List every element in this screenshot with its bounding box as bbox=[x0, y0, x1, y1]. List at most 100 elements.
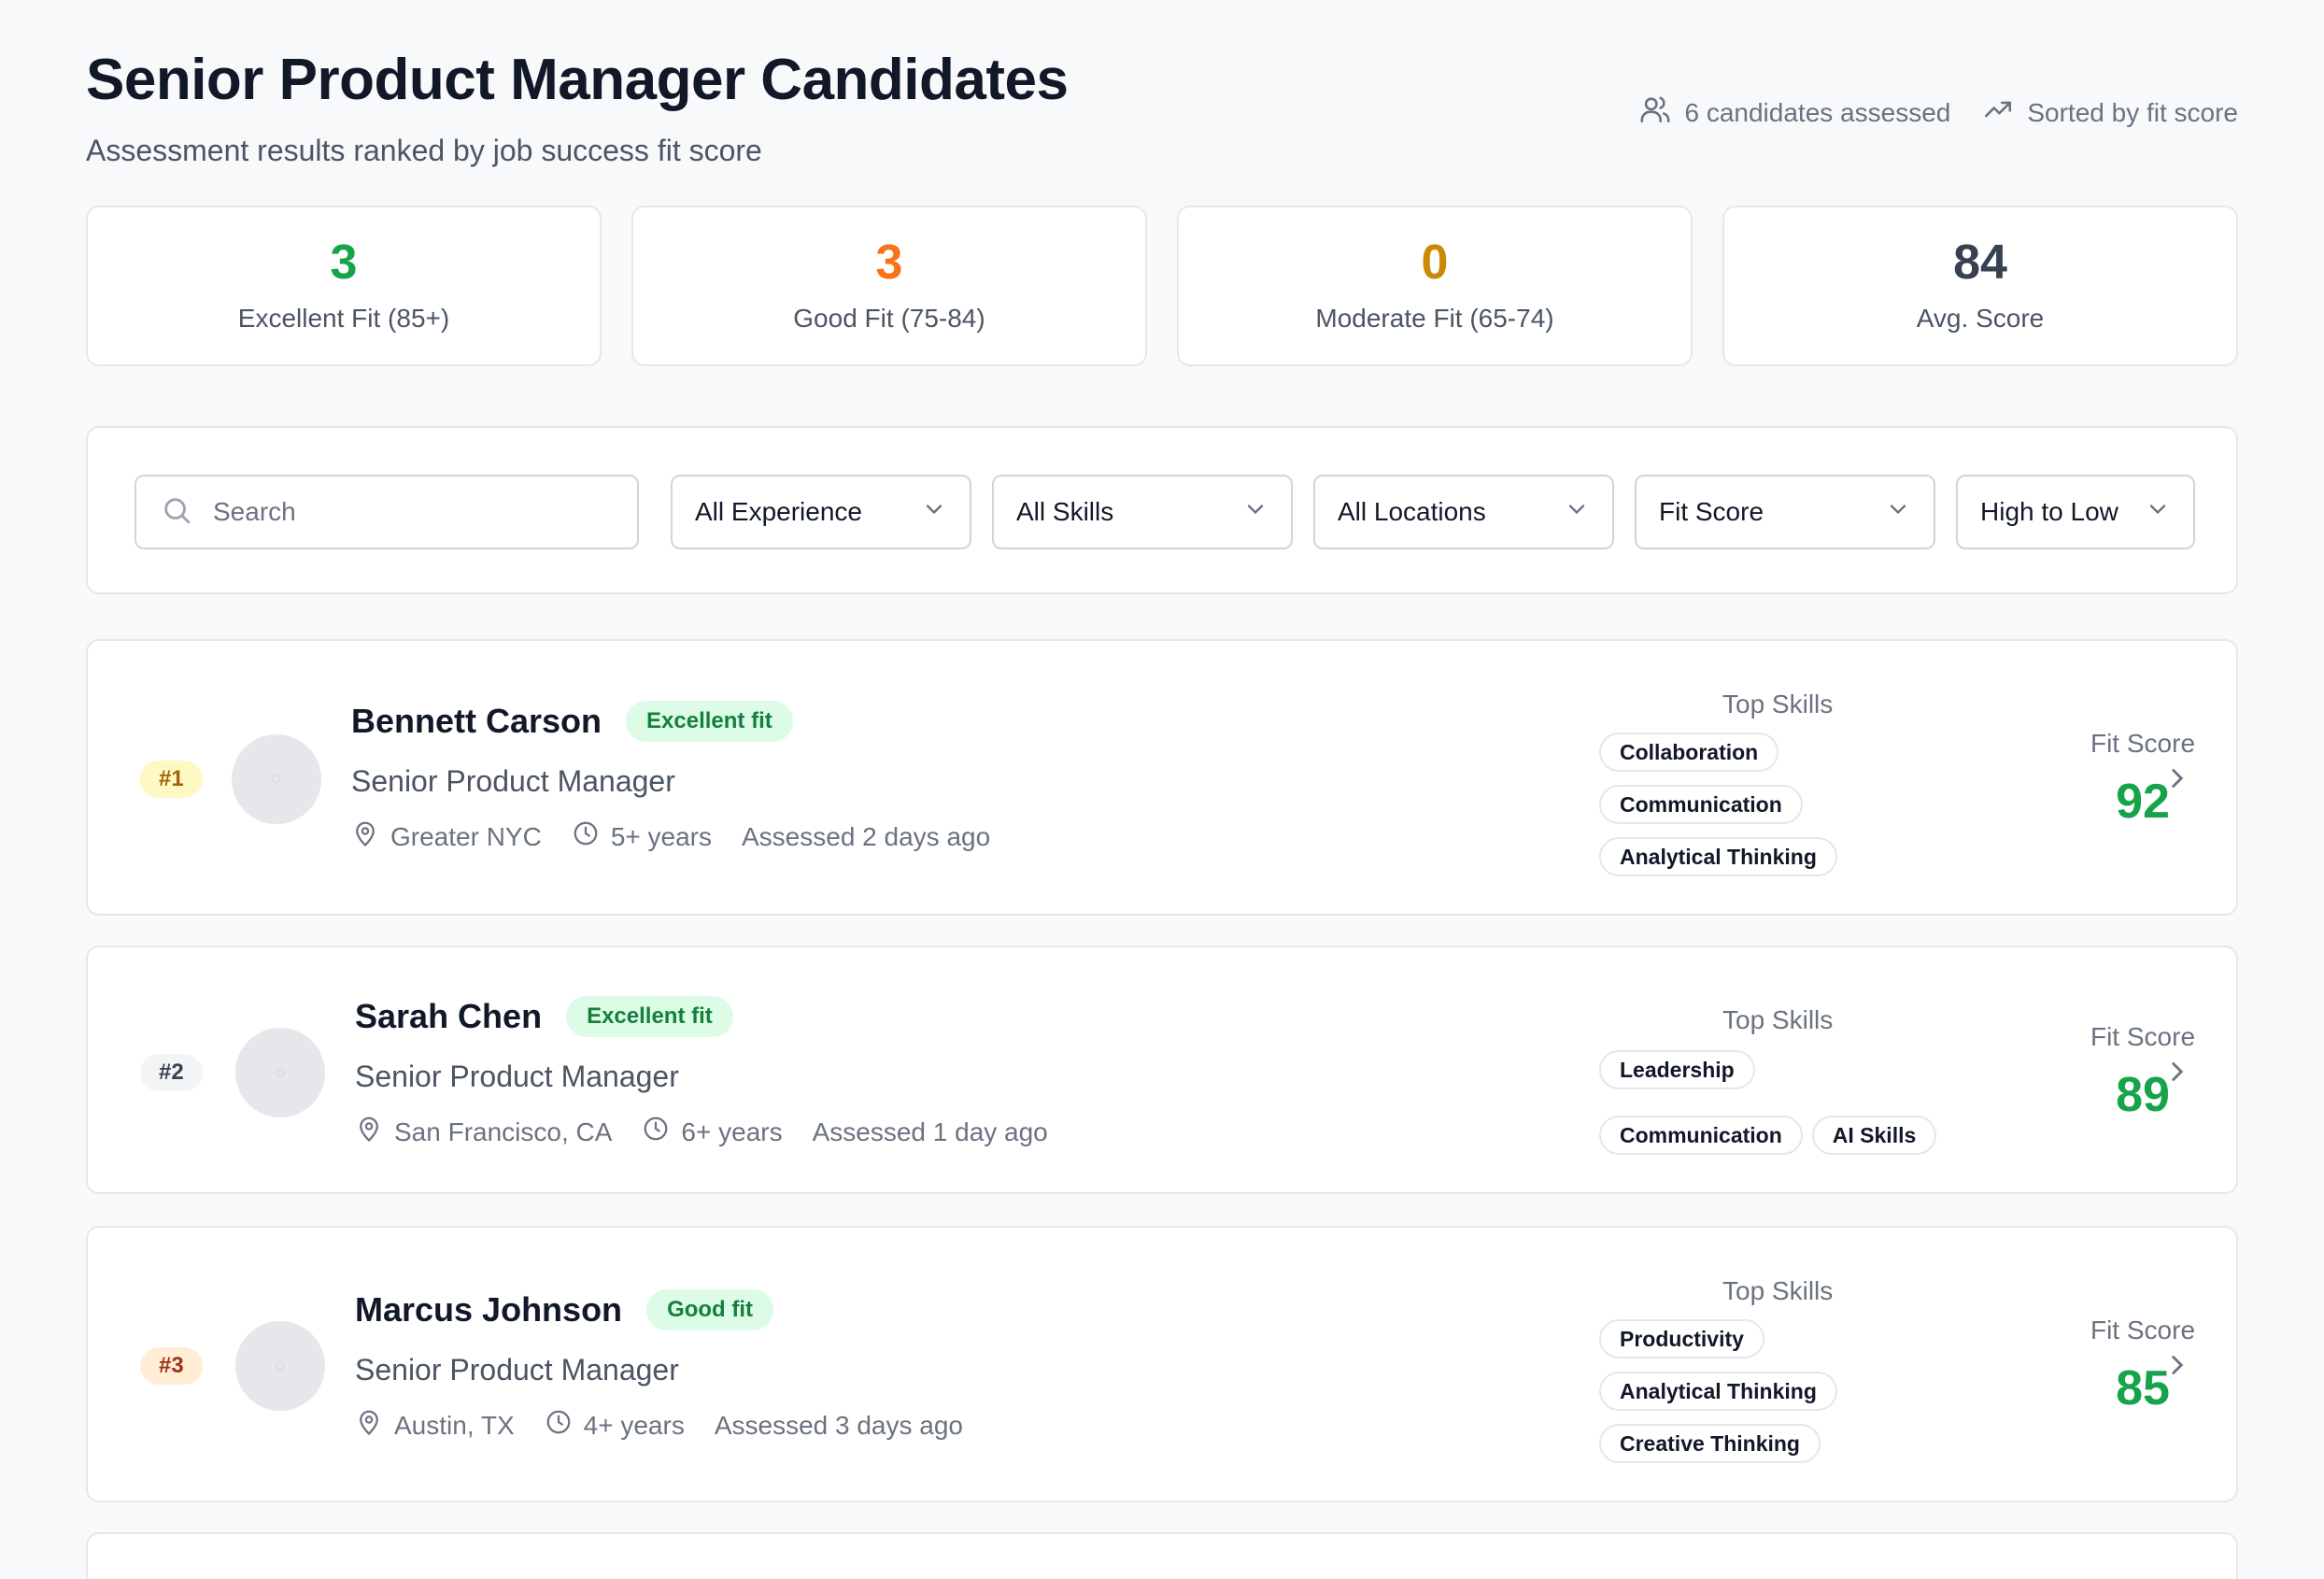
filter-bar: All Experience All Skills All Locations … bbox=[86, 426, 2238, 594]
header-meta: 6 candidates assessed Sorted by fit scor… bbox=[1639, 93, 2238, 132]
top-skills-label: Top Skills bbox=[1722, 1005, 1834, 1034]
stats-row: 3 Excellent Fit (85+) 3 Good Fit (75-84)… bbox=[86, 206, 2238, 366]
experience-select-value: All Experience bbox=[695, 497, 862, 526]
stat-excellent-fit: 3 Excellent Fit (85+) bbox=[86, 206, 602, 366]
avatar-placeholder-icon bbox=[276, 1068, 285, 1077]
locations-select[interactable]: All Locations bbox=[1313, 475, 1614, 549]
candidate-role: Senior Product Manager bbox=[351, 764, 675, 798]
rank-badge: #2 bbox=[140, 1054, 203, 1091]
page-title: Senior Product Manager Candidates bbox=[86, 48, 1069, 112]
sort-by-select-value: Fit Score bbox=[1659, 497, 1764, 526]
fit-score-value: 89 bbox=[2116, 1068, 2170, 1122]
stat-moderate-fit: 0 Moderate Fit (65-74) bbox=[1177, 206, 1693, 366]
chevron-right-icon[interactable] bbox=[2161, 1349, 2193, 1381]
candidate-card[interactable]: #1 Bennett Carson Excellent fit Senior P… bbox=[86, 639, 2238, 916]
assessed-date: Assessed 2 days ago bbox=[742, 821, 991, 851]
skill-tag: Communication bbox=[1599, 785, 1803, 824]
rank-badge: #3 bbox=[140, 1347, 203, 1385]
avatar-placeholder-icon bbox=[276, 1361, 285, 1371]
location: Greater NYC bbox=[351, 819, 542, 854]
clock-icon bbox=[572, 819, 600, 854]
candidate-card-partial[interactable] bbox=[86, 1532, 2238, 1579]
candidate-card[interactable]: #2 Sarah Chen Excellent fit Senior Produ… bbox=[86, 946, 2238, 1194]
clock-icon bbox=[642, 1115, 670, 1149]
stat-value: 84 bbox=[1953, 235, 2007, 290]
stat-label: Moderate Fit (65-74) bbox=[1315, 304, 1554, 333]
skills-list: Productivity Analytical Thinking Creativ… bbox=[1599, 1319, 2010, 1463]
stat-label: Avg. Score bbox=[1916, 304, 2045, 333]
trending-up-icon bbox=[1982, 93, 2014, 132]
skill-tag: AI Skills bbox=[1811, 1116, 1937, 1155]
candidate-role: Senior Product Manager bbox=[355, 1353, 679, 1387]
search-icon bbox=[161, 494, 192, 531]
stat-value: 3 bbox=[330, 235, 358, 290]
avatar bbox=[235, 1321, 325, 1411]
experience-select[interactable]: All Experience bbox=[671, 475, 971, 549]
skill-tag: Analytical Thinking bbox=[1599, 1372, 1837, 1411]
candidate-details: San Francisco, CA 6+ years Assessed 1 da… bbox=[355, 1115, 1048, 1149]
stat-good-fit: 3 Good Fit (75-84) bbox=[631, 206, 1147, 366]
location: San Francisco, CA bbox=[355, 1115, 612, 1149]
experience: 4+ years bbox=[545, 1408, 685, 1443]
stat-value: 0 bbox=[1421, 235, 1449, 290]
candidate-details: Austin, TX 4+ years Assessed 3 days ago bbox=[355, 1408, 963, 1443]
experience-text: 5+ years bbox=[610, 821, 712, 851]
skill-tag: Collaboration bbox=[1599, 733, 1779, 772]
candidate-info: Bennett Carson Excellent fit Senior Prod… bbox=[351, 701, 990, 854]
skills-list: Collaboration Communication Analytical T… bbox=[1599, 733, 2010, 876]
candidate-info: Sarah Chen Excellent fit Senior Product … bbox=[355, 996, 1048, 1149]
fit-score-label: Fit Score bbox=[2090, 729, 2196, 758]
sort-order-select-value: High to Low bbox=[1980, 497, 2119, 526]
map-pin-icon bbox=[355, 1115, 383, 1149]
experience: 6+ years bbox=[642, 1115, 783, 1149]
avatar bbox=[232, 734, 321, 824]
skills-select-value: All Skills bbox=[1016, 497, 1114, 526]
experience-text: 6+ years bbox=[681, 1117, 783, 1146]
clock-icon bbox=[545, 1408, 573, 1443]
sort-by-select[interactable]: Fit Score bbox=[1635, 475, 1935, 549]
location-text: Greater NYC bbox=[390, 821, 542, 851]
location: Austin, TX bbox=[355, 1408, 515, 1443]
top-skills-label: Top Skills bbox=[1722, 690, 1834, 718]
experience-text: 4+ years bbox=[583, 1410, 685, 1440]
candidate-info: Marcus Johnson Good fit Senior Product M… bbox=[355, 1289, 963, 1443]
search-box[interactable] bbox=[135, 475, 639, 549]
chevron-down-icon bbox=[921, 496, 947, 529]
fit-score-label: Fit Score bbox=[2090, 1022, 2196, 1051]
skills-select[interactable]: All Skills bbox=[992, 475, 1293, 549]
stat-value: 3 bbox=[875, 235, 903, 290]
fit-score-label: Fit Score bbox=[2090, 1316, 2196, 1344]
map-pin-icon bbox=[351, 819, 379, 854]
page-subtitle: Assessment results ranked by job success… bbox=[86, 134, 762, 167]
avatar-placeholder-icon bbox=[272, 775, 281, 784]
location-text: Austin, TX bbox=[394, 1410, 515, 1440]
chevron-right-icon[interactable] bbox=[2161, 1056, 2193, 1088]
name-row: Sarah Chen Excellent fit bbox=[355, 996, 1048, 1037]
skill-tag: Leadership bbox=[1599, 1050, 1755, 1089]
sort-note-text: Sorted by fit score bbox=[2027, 97, 2238, 127]
chevron-down-icon bbox=[2145, 496, 2171, 529]
sort-order-select[interactable]: High to Low bbox=[1956, 475, 2195, 549]
candidate-name[interactable]: Marcus Johnson bbox=[355, 1290, 623, 1329]
chevron-right-icon[interactable] bbox=[2161, 762, 2193, 794]
candidate-details: Greater NYC 5+ years Assessed 2 days ago bbox=[351, 819, 990, 854]
avatar bbox=[235, 1028, 325, 1117]
skill-tag: Productivity bbox=[1599, 1319, 1764, 1359]
stat-label: Excellent Fit (85+) bbox=[237, 304, 450, 333]
search-input[interactable] bbox=[213, 497, 624, 527]
skill-tag: Creative Thinking bbox=[1599, 1424, 1821, 1463]
chevron-down-icon bbox=[1885, 496, 1911, 529]
skill-tag: Communication bbox=[1599, 1116, 1803, 1155]
candidate-card[interactable]: #3 Marcus Johnson Good fit Senior Produc… bbox=[86, 1226, 2238, 1502]
location-text: San Francisco, CA bbox=[394, 1117, 613, 1146]
fit-badge: Excellent fit bbox=[566, 996, 733, 1037]
candidates-count: 6 candidates assessed bbox=[1639, 93, 1950, 132]
candidate-name[interactable]: Sarah Chen bbox=[355, 997, 543, 1035]
locations-select-value: All Locations bbox=[1338, 497, 1486, 526]
skill-tag: Analytical Thinking bbox=[1599, 837, 1837, 876]
chevron-down-icon bbox=[1564, 496, 1590, 529]
name-row: Bennett Carson Excellent fit bbox=[351, 701, 990, 742]
stat-avg-score: 84 Avg. Score bbox=[1722, 206, 2238, 366]
candidate-name[interactable]: Bennett Carson bbox=[351, 702, 602, 740]
